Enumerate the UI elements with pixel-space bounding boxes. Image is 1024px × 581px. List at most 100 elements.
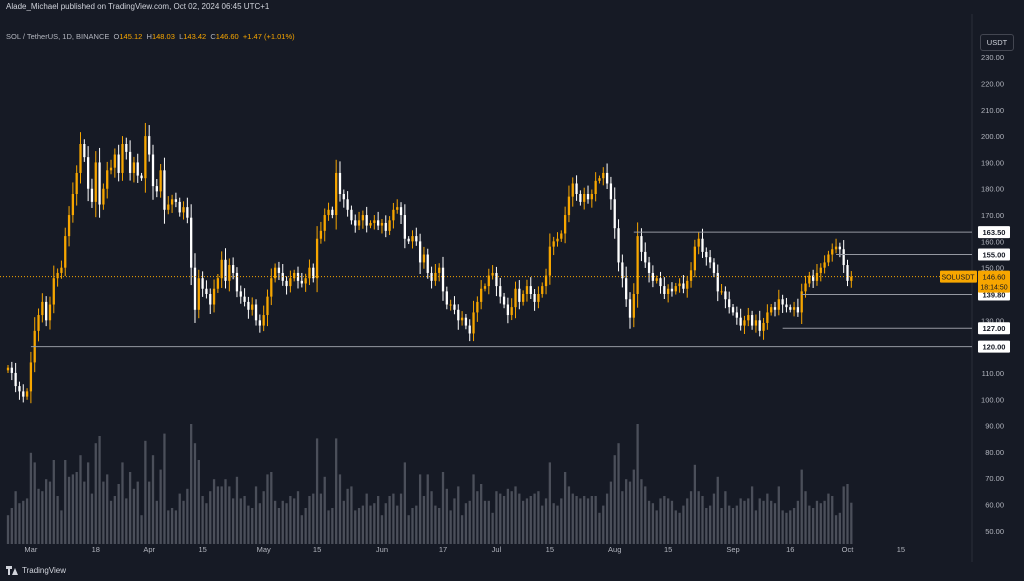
candle-body: [445, 291, 448, 305]
candle-body: [155, 186, 158, 192]
change-value: +1.47 (+1.01%): [242, 32, 295, 41]
volume-bar: [155, 500, 158, 544]
volume-bar: [831, 496, 834, 544]
volume-bar: [522, 500, 525, 544]
volume-bar: [335, 438, 338, 544]
candle-body: [315, 238, 319, 279]
chart-panel[interactable]: 50.00 60.00 70.00 80.00 90.00 100.00 110.00 120…: [0, 14, 1024, 562]
price-chart[interactable]: 50.00 60.00 70.00 80.00 90.00 100.00 110.00 120…: [0, 14, 1024, 562]
candle-body: [415, 236, 418, 242]
volume-bar: [71, 474, 75, 544]
volume-bar: [205, 503, 208, 544]
candle-body: [827, 254, 830, 263]
volume-bar: [838, 512, 842, 544]
volume-bar: [495, 491, 498, 544]
volume-bar: [502, 496, 506, 544]
candle-body: [823, 262, 826, 268]
volume-bar: [350, 486, 353, 544]
y-tick-label: 80.00: [985, 448, 1004, 457]
candle-body: [220, 259, 223, 279]
candle-body: [678, 283, 681, 287]
level-price-label: 163.50: [983, 228, 1006, 237]
candle-body: [743, 320, 746, 326]
volume-bar: [731, 508, 735, 544]
tradingview-logo[interactable]: TradingView: [6, 566, 66, 575]
candle-body: [682, 283, 685, 289]
volume-bar: [674, 510, 677, 544]
x-tick-label: Apr: [143, 545, 155, 554]
candle-body: [651, 272, 655, 281]
volume-bar: [823, 500, 826, 544]
volume-bar: [216, 486, 220, 544]
volume-bar: [766, 493, 769, 544]
candle-body: [384, 222, 387, 231]
candle-body: [136, 162, 139, 176]
candle-body: [659, 278, 662, 287]
candle-body: [235, 272, 239, 292]
candle-body: [430, 272, 433, 281]
candle-body: [792, 307, 796, 310]
volume-bar: [285, 503, 288, 544]
volume-bar: [342, 500, 345, 544]
candle-body: [361, 215, 365, 221]
candle-body: [113, 154, 116, 168]
candle-body: [60, 267, 63, 273]
candle-body: [472, 312, 475, 334]
candle-body: [441, 267, 445, 292]
volume-bar: [575, 496, 578, 544]
candle-body: [510, 307, 513, 316]
high-value: 148.03: [151, 32, 175, 41]
candle-body: [380, 222, 384, 226]
candle-body: [403, 215, 406, 239]
x-tick-label: May: [257, 545, 271, 554]
candle-body: [556, 238, 559, 242]
candle-body: [239, 291, 242, 297]
volume-bar: [518, 493, 521, 544]
volume-bar: [789, 510, 792, 544]
volume-bar: [438, 508, 441, 544]
candle-body: [625, 278, 628, 300]
candle-body: [231, 265, 235, 273]
candle-body: [251, 304, 254, 310]
candle-body: [506, 304, 510, 316]
currency-button[interactable]: USDT: [980, 34, 1014, 51]
candle-body: [705, 251, 708, 258]
volume-bar: [60, 510, 63, 544]
candle-body: [594, 180, 597, 194]
candle-body: [125, 144, 128, 152]
candle-body: [18, 386, 21, 392]
tradingview-logo-icon: [6, 566, 18, 575]
candle-body: [777, 299, 780, 310]
volume-bar: [586, 498, 590, 544]
volume-bar: [556, 505, 559, 544]
candle-body: [613, 199, 616, 229]
candle-body: [747, 315, 750, 321]
volume-bar: [220, 486, 223, 544]
candle-body: [41, 301, 44, 316]
volume-bar: [289, 496, 292, 544]
candle-body: [800, 291, 803, 313]
volume-bar: [773, 503, 777, 544]
candle-body: [529, 286, 532, 294]
candle-body: [216, 278, 220, 289]
volume-bar: [315, 438, 319, 544]
candle-body: [598, 178, 601, 181]
y-tick-label: 200.00: [981, 132, 1004, 141]
volume-bar: [583, 496, 586, 544]
candle-body: [418, 241, 422, 263]
candle-body: [350, 209, 353, 221]
low-value: 143.42: [183, 32, 207, 41]
volume-bar: [525, 498, 529, 544]
volume-bar: [163, 433, 166, 544]
level-price-label: 139.80: [983, 291, 1006, 300]
candle-body: [804, 283, 807, 292]
candle-body: [319, 230, 323, 239]
volume-bar: [193, 443, 197, 544]
y-tick-label: 160.00: [981, 237, 1004, 246]
volume-bar: [277, 508, 281, 544]
volume-bar: [201, 496, 204, 544]
candle-body: [819, 267, 822, 273]
x-tick-label: Oct: [842, 545, 855, 554]
volume-bar: [209, 491, 212, 544]
candle-body: [258, 320, 261, 326]
